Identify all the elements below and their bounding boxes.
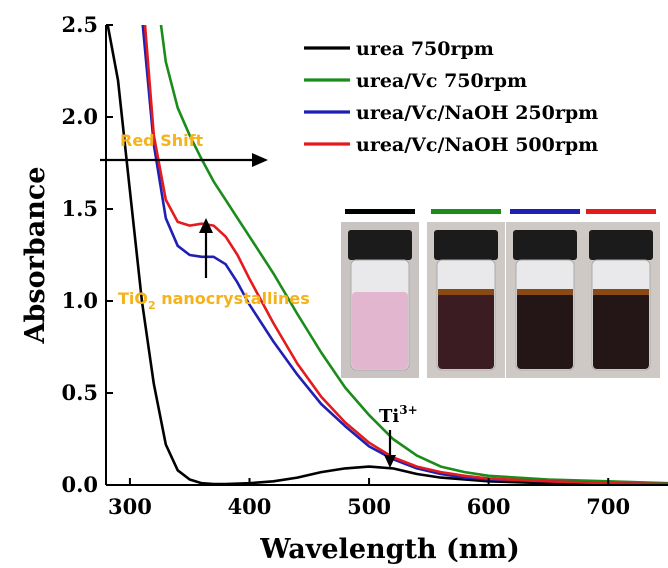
vial-liquid (517, 292, 573, 369)
tio2-label-sub: 2 (148, 299, 156, 312)
legend: urea 750rpm urea/Vc 750rpm urea/Vc/NaOH 25… (304, 38, 598, 156)
vial-meniscus (438, 289, 494, 295)
ti3-label-base: Ti (379, 406, 399, 427)
vial-liquid (352, 292, 408, 369)
vial-cap (513, 230, 577, 260)
red-shift-label: Red Shift (120, 131, 204, 150)
series-line-1 (106, 25, 668, 485)
legend-label: urea 750rpm (356, 38, 494, 60)
x-tick-label: 600 (467, 494, 511, 519)
x-tick-label: 500 (347, 494, 391, 519)
x-tick-label: 300 (108, 494, 152, 519)
series-line-2 (159, 25, 668, 485)
x-tick-label: 700 (586, 494, 630, 519)
vial-meniscus (517, 289, 573, 295)
series-layer (106, 25, 668, 485)
legend-label: urea/Vc/NaOH 250rpm (356, 102, 598, 124)
vial-cap (348, 230, 412, 260)
vial-cap (589, 230, 653, 260)
y-tick-label: 1.0 (61, 288, 98, 313)
tio2-label: TiO2 nanocrystallines (118, 289, 310, 312)
vial-meniscus (593, 289, 649, 295)
vial-photo (506, 222, 584, 378)
ti3-label-sup: 3+ (399, 403, 417, 417)
vial-liquid (438, 292, 494, 369)
vial-photo-inset (341, 209, 660, 378)
legend-label: urea/Vc/NaOH 500rpm (356, 134, 598, 156)
series-line-4 (143, 25, 668, 485)
red-shift-arrowhead (252, 153, 268, 167)
vial-color-bar (510, 209, 580, 214)
ti3-arrowhead (384, 455, 396, 468)
y-axis-title: Absorbance (20, 167, 51, 345)
ti3-label: Ti3+ (379, 403, 418, 427)
y-tick-label: 2.5 (61, 12, 98, 37)
annotations: Red Shift TiO2 nanocrystallines Ti3+ (100, 131, 418, 468)
axes: 0.0 0.5 1.0 1.5 2.0 2.5 300 400 500 600 700 Wavelen… (20, 12, 668, 565)
vial-photo (427, 222, 505, 378)
vial-color-bar (431, 209, 501, 214)
tio2-label-prefix: TiO (118, 289, 148, 308)
vial-color-bar (586, 209, 656, 214)
y-tick-label: 2.0 (61, 104, 98, 129)
vial-liquid (593, 292, 649, 369)
x-tick-label: 400 (228, 494, 272, 519)
tio2-arrowhead (199, 218, 213, 233)
tio2-label-suffix: nanocrystallines (156, 289, 310, 308)
vial-color-bar (345, 209, 415, 214)
x-axis-title: Wavelength (nm) (259, 534, 520, 565)
vial-photo (341, 222, 419, 378)
legend-label: urea/Vc 750rpm (356, 70, 527, 92)
y-tick-label: 1.5 (61, 196, 98, 221)
series-line-3 (141, 25, 668, 485)
vial-cap (434, 230, 498, 260)
y-tick-label: 0.0 (61, 472, 98, 497)
y-tick-label: 0.5 (61, 380, 98, 405)
vial-photo (582, 222, 660, 378)
